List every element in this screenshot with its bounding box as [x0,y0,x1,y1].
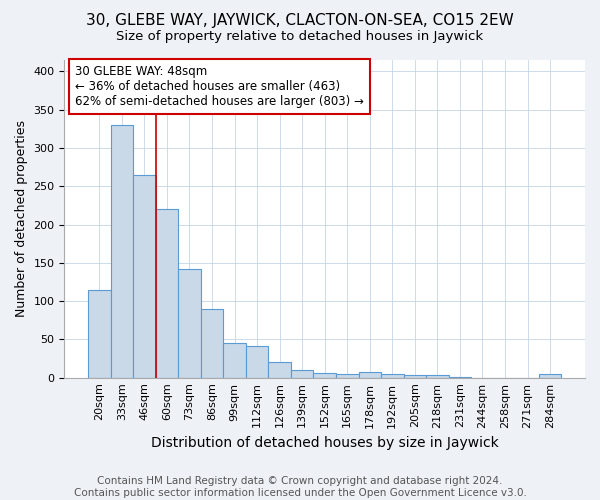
Bar [201,309,223,378]
Bar [449,377,471,378]
Bar [246,346,268,378]
Bar [268,362,291,378]
Bar [291,370,313,378]
Bar [133,175,155,378]
Text: Size of property relative to detached houses in Jaywick: Size of property relative to detached ho… [116,30,484,43]
Bar [313,373,336,378]
Bar [426,376,449,378]
Bar [359,372,381,378]
Bar [336,374,359,378]
Text: 30, GLEBE WAY, JAYWICK, CLACTON-ON-SEA, CO15 2EW: 30, GLEBE WAY, JAYWICK, CLACTON-ON-SEA, … [86,12,514,28]
Text: 30 GLEBE WAY: 48sqm
← 36% of detached houses are smaller (463)
62% of semi-detac: 30 GLEBE WAY: 48sqm ← 36% of detached ho… [75,65,364,108]
Text: Contains HM Land Registry data © Crown copyright and database right 2024.
Contai: Contains HM Land Registry data © Crown c… [74,476,526,498]
Bar [110,125,133,378]
Bar [178,269,201,378]
Bar [223,343,246,378]
Bar [381,374,404,378]
X-axis label: Distribution of detached houses by size in Jaywick: Distribution of detached houses by size … [151,436,499,450]
Bar [404,376,426,378]
Bar [155,210,178,378]
Bar [539,374,562,378]
Y-axis label: Number of detached properties: Number of detached properties [15,120,28,318]
Bar [88,290,110,378]
